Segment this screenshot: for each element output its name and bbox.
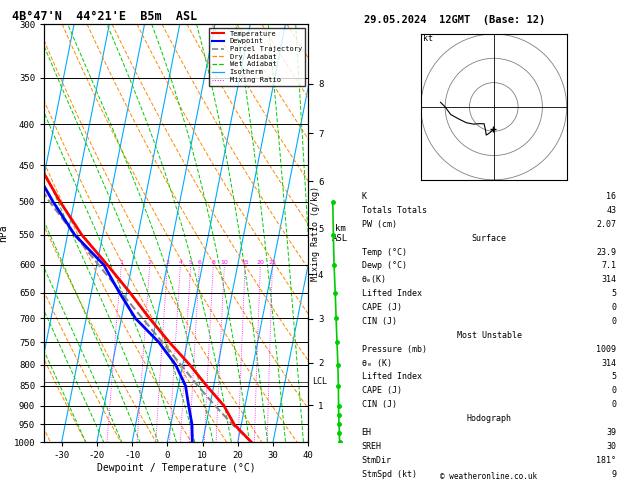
Text: Dewp (°C): Dewp (°C) bbox=[362, 261, 407, 270]
Text: kt: kt bbox=[423, 35, 433, 43]
Y-axis label: hPa: hPa bbox=[0, 225, 8, 242]
Text: 8: 8 bbox=[211, 260, 215, 265]
Text: 3: 3 bbox=[165, 260, 169, 265]
Text: 0: 0 bbox=[611, 303, 616, 312]
Text: 1009: 1009 bbox=[596, 345, 616, 354]
Text: 7.1: 7.1 bbox=[601, 261, 616, 270]
Text: Hodograph: Hodograph bbox=[467, 414, 511, 423]
Text: © weatheronline.co.uk: © weatheronline.co.uk bbox=[440, 472, 538, 481]
Text: 30: 30 bbox=[606, 442, 616, 451]
Text: StmSpd (kt): StmSpd (kt) bbox=[362, 469, 416, 479]
Text: 20: 20 bbox=[257, 260, 264, 265]
Text: StmDir: StmDir bbox=[362, 456, 392, 465]
Text: Lifted Index: Lifted Index bbox=[362, 372, 421, 382]
Text: CIN (J): CIN (J) bbox=[362, 317, 397, 326]
Text: CAPE (J): CAPE (J) bbox=[362, 386, 402, 396]
Text: 23.9: 23.9 bbox=[596, 247, 616, 257]
Text: 10: 10 bbox=[221, 260, 228, 265]
Text: Lifted Index: Lifted Index bbox=[362, 289, 421, 298]
Text: 9: 9 bbox=[611, 469, 616, 479]
Text: SREH: SREH bbox=[362, 442, 382, 451]
Text: 39: 39 bbox=[606, 428, 616, 437]
Text: 43: 43 bbox=[606, 206, 616, 215]
Text: 181°: 181° bbox=[596, 456, 616, 465]
Y-axis label: km
ASL: km ASL bbox=[332, 224, 348, 243]
Text: K: K bbox=[362, 192, 367, 201]
Text: 0: 0 bbox=[611, 400, 616, 409]
Text: 2.07: 2.07 bbox=[596, 220, 616, 229]
Text: Totals Totals: Totals Totals bbox=[362, 206, 426, 215]
Text: Surface: Surface bbox=[472, 234, 506, 243]
Text: Temp (°C): Temp (°C) bbox=[362, 247, 407, 257]
Text: 5: 5 bbox=[611, 289, 616, 298]
Text: 314: 314 bbox=[601, 359, 616, 367]
Text: 5: 5 bbox=[189, 260, 192, 265]
Text: 2: 2 bbox=[148, 260, 152, 265]
Text: CIN (J): CIN (J) bbox=[362, 400, 397, 409]
Text: EH: EH bbox=[362, 428, 372, 437]
Text: θₑ(K): θₑ(K) bbox=[362, 275, 387, 284]
Text: θₑ (K): θₑ (K) bbox=[362, 359, 392, 367]
Text: 0: 0 bbox=[611, 317, 616, 326]
Text: 15: 15 bbox=[242, 260, 249, 265]
Text: 1: 1 bbox=[120, 260, 123, 265]
Text: 25: 25 bbox=[269, 260, 276, 265]
Text: 4: 4 bbox=[179, 260, 182, 265]
Text: 29.05.2024  12GMT  (Base: 12): 29.05.2024 12GMT (Base: 12) bbox=[364, 15, 545, 25]
Text: LCL: LCL bbox=[313, 377, 327, 386]
Text: 5: 5 bbox=[611, 372, 616, 382]
Text: 16: 16 bbox=[606, 192, 616, 201]
Text: 0: 0 bbox=[611, 386, 616, 396]
Text: 314: 314 bbox=[601, 275, 616, 284]
Legend: Temperature, Dewpoint, Parcel Trajectory, Dry Adiabat, Wet Adiabat, Isotherm, Mi: Temperature, Dewpoint, Parcel Trajectory… bbox=[209, 28, 304, 86]
X-axis label: Dewpoint / Temperature (°C): Dewpoint / Temperature (°C) bbox=[97, 463, 255, 473]
Text: Most Unstable: Most Unstable bbox=[457, 331, 521, 340]
Text: PW (cm): PW (cm) bbox=[362, 220, 397, 229]
Text: CAPE (J): CAPE (J) bbox=[362, 303, 402, 312]
Text: 4B°47'N  44°21'E  B5m  ASL: 4B°47'N 44°21'E B5m ASL bbox=[13, 10, 198, 23]
Text: Mixing Ratio (g/kg): Mixing Ratio (g/kg) bbox=[311, 186, 320, 281]
Text: 6: 6 bbox=[198, 260, 201, 265]
Text: Pressure (mb): Pressure (mb) bbox=[362, 345, 426, 354]
